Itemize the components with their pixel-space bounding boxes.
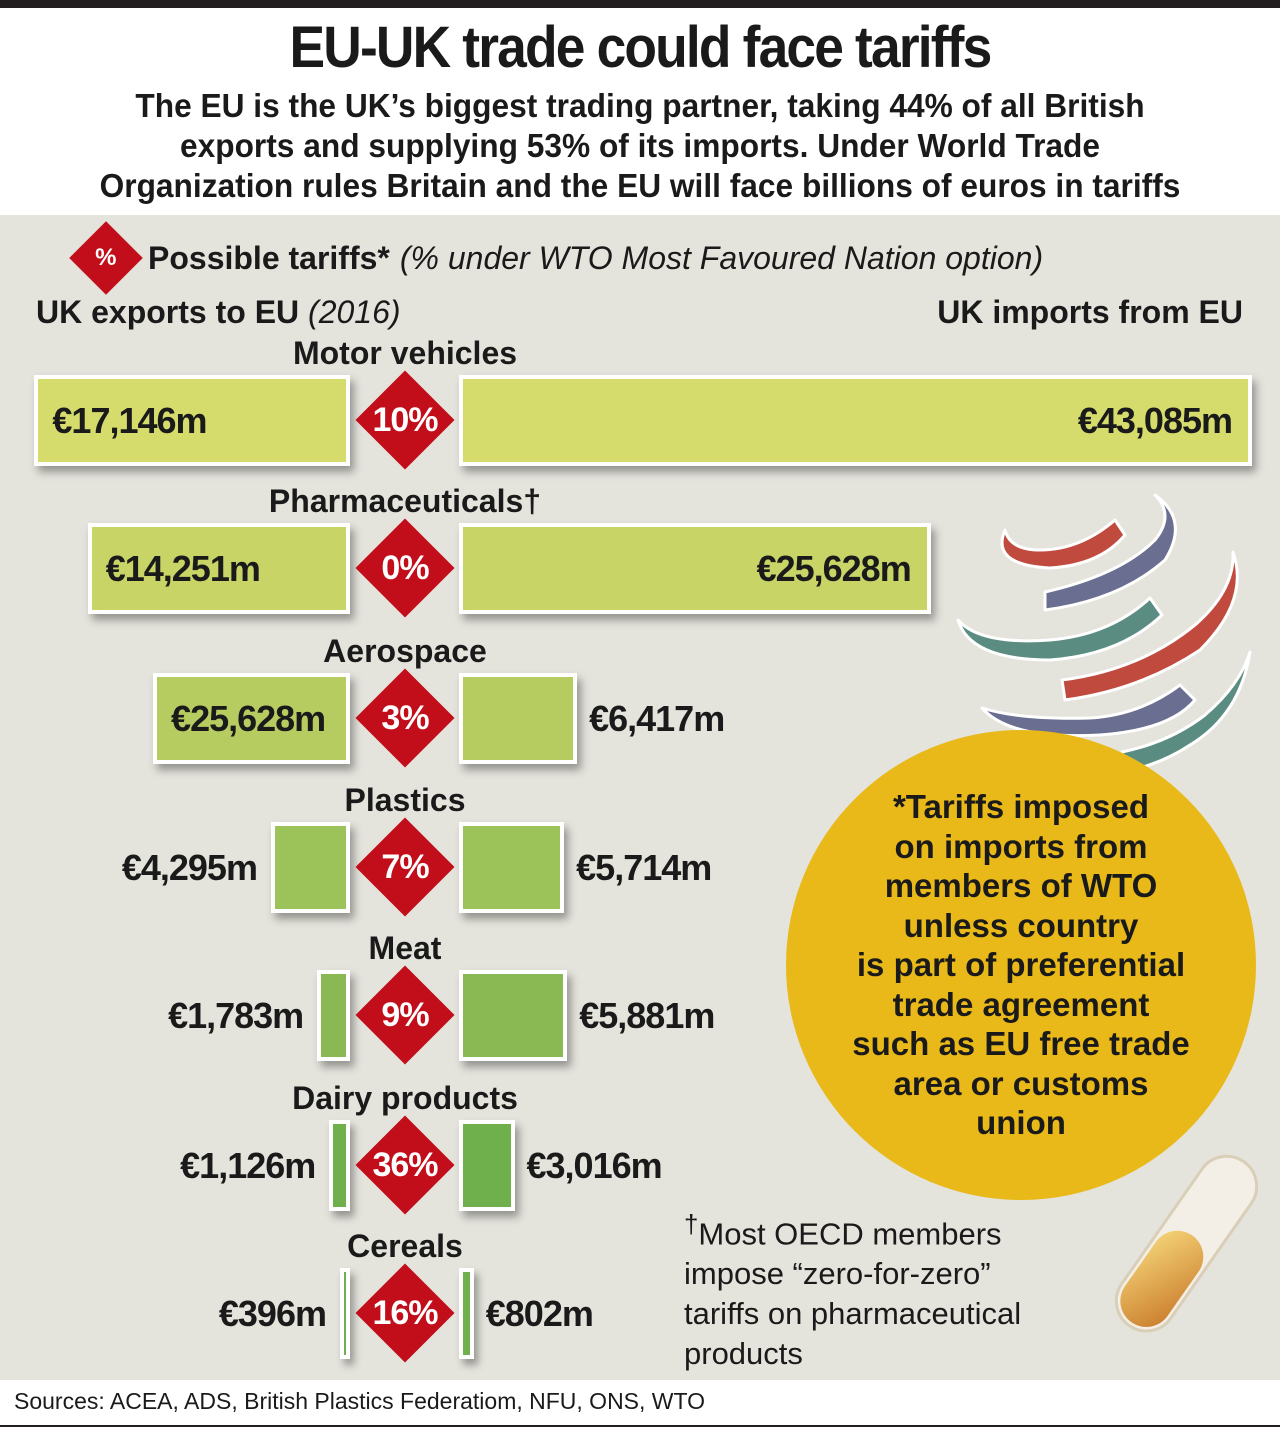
export-bar — [329, 1120, 350, 1211]
export-value-label: €396m — [218, 1293, 327, 1334]
bottom-rule — [0, 1425, 1280, 1427]
export-value-label: €4,295m — [121, 847, 258, 888]
footnote-line: tariffs on pharmaceutical — [684, 1296, 1022, 1332]
legend: % Possible tariffs* (% under WTO Most Fa… — [69, 221, 1044, 295]
tariff-value: 10% — [372, 401, 438, 439]
import-value-label: €802m — [485, 1293, 594, 1334]
import-bar — [459, 1120, 515, 1211]
import-value-label: €5,714m — [576, 847, 712, 888]
tariff-value: 7% — [381, 848, 429, 886]
legend-icon-text: % — [95, 244, 117, 271]
exports-header: UK exports to EU (2016) — [36, 294, 401, 331]
footnote: †Most OECD members impose “zero-for-zero… — [684, 1205, 1021, 1374]
tariff-value: 9% — [381, 996, 429, 1034]
tariff-diamond-icon: % — [69, 221, 143, 295]
import-value-label: €3,016m — [526, 1145, 663, 1186]
export-value-label: €17,146m — [52, 400, 207, 441]
export-bar — [87, 523, 350, 614]
category-label: Aerospace — [323, 633, 487, 669]
subtitle-line: exports and supplying 53% of its imports… — [179, 127, 1101, 164]
circle-note-line: *Tariffs imposed — [892, 788, 1150, 826]
subtitle-line: Organization rules Britain and the EU wi… — [99, 167, 1181, 204]
export-value-label: €14,251m — [105, 548, 261, 589]
import-bar — [459, 970, 568, 1061]
circle-note-line: is part of preferential — [856, 946, 1186, 984]
category-label: Dairy products — [292, 1080, 518, 1116]
import-bar — [459, 822, 565, 913]
export-bar — [153, 673, 350, 764]
export-bar — [317, 970, 350, 1061]
subtitle-line: The EU is the UK’s biggest trading partn… — [135, 87, 1145, 124]
import-value-label: €6,417m — [589, 698, 725, 739]
dagger-mark: † — [684, 1211, 699, 1239]
circle-note-line: area or customs — [893, 1064, 1149, 1102]
import-bar — [459, 523, 931, 614]
page-title: EU-UK trade could face tariffs — [289, 15, 993, 80]
export-bar — [270, 822, 350, 913]
circle-note-line: such as EU free trade — [852, 1025, 1190, 1063]
tariff-note-circle: *Tariffs imposed on imports from members… — [786, 730, 1256, 1200]
legend-note: (% under WTO Most Favoured Nation option… — [399, 239, 1044, 276]
circle-note-line: on imports from — [894, 827, 1148, 865]
footnote-line: Most OECD members — [698, 1216, 1002, 1252]
export-value-label: €1,783m — [168, 995, 304, 1036]
imports-header: UK imports from EU — [937, 294, 1243, 330]
export-bar — [340, 1268, 350, 1359]
category-label: Plastics — [344, 782, 466, 818]
category-label: Cereals — [347, 1228, 463, 1264]
import-value-label: €25,628m — [756, 548, 912, 589]
tariff-value: 36% — [372, 1146, 438, 1184]
exports-header-label: UK exports to EU — [36, 294, 300, 330]
import-bar — [459, 1268, 474, 1359]
exports-header-year: (2016) — [308, 294, 401, 330]
export-value-label: €25,628m — [171, 698, 326, 739]
tariff-value: 16% — [372, 1294, 438, 1332]
footnote-line: products — [684, 1336, 803, 1372]
tariff-value: 0% — [381, 549, 429, 587]
category-label: Pharmaceuticals† — [268, 483, 542, 519]
import-bar — [459, 673, 578, 764]
import-value-label: €43,085m — [1077, 400, 1233, 441]
subtitle: The EU is the UK’s biggest trading partn… — [26, 86, 1255, 206]
import-bar — [459, 375, 1252, 466]
circle-note-line: union — [976, 1104, 1066, 1142]
tariff-value: 3% — [381, 699, 429, 737]
top-rule — [0, 0, 1280, 8]
circle-note-line: unless country — [903, 906, 1139, 944]
sources: Sources: ACEA, ADS, British Plastics Fed… — [14, 1388, 706, 1414]
circle-note-line: members of WTO — [884, 867, 1158, 905]
category-label: Meat — [368, 930, 442, 966]
import-value-label: €5,881m — [579, 995, 715, 1036]
export-bar — [34, 375, 350, 466]
export-value-label: €1,126m — [180, 1145, 316, 1186]
footnote-line: impose “zero-for-zero” — [684, 1256, 991, 1292]
test-tube-icon — [1114, 1154, 1259, 1333]
category-label: Motor vehicles — [292, 335, 518, 371]
legend-label: Possible tariffs* — [148, 239, 390, 276]
circle-note-line: trade agreement — [892, 985, 1150, 1023]
